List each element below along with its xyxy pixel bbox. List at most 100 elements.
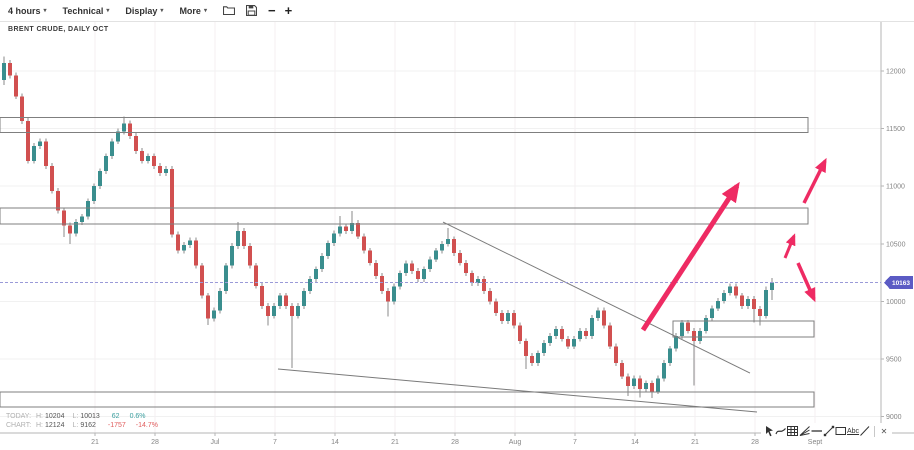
candle-body bbox=[242, 231, 246, 247]
annotation-arrow[interactable] bbox=[802, 157, 827, 204]
horizontal-line-icon[interactable] bbox=[811, 424, 823, 438]
candle-body bbox=[542, 342, 546, 354]
candle-body bbox=[740, 295, 744, 307]
today-high-value: 10204 bbox=[45, 413, 65, 420]
fan-lines-icon[interactable] bbox=[799, 424, 811, 438]
candle-body bbox=[602, 310, 606, 326]
zone-box[interactable] bbox=[0, 207, 809, 225]
candle-body bbox=[368, 250, 372, 263]
price-tick-label: 11500 bbox=[886, 126, 905, 133]
candle-body bbox=[122, 123, 126, 132]
delete-drawing-icon[interactable]: ✕ bbox=[880, 426, 888, 436]
more-menu[interactable]: More ▾ bbox=[179, 6, 207, 16]
candle-body bbox=[590, 318, 594, 336]
candle-body bbox=[20, 96, 24, 122]
price-tick-label: 10000 bbox=[886, 299, 906, 306]
candle-body bbox=[578, 330, 582, 339]
candle-body bbox=[530, 356, 534, 364]
trendline[interactable] bbox=[277, 368, 758, 413]
candle-body bbox=[74, 221, 78, 234]
candle-body bbox=[410, 263, 414, 271]
candle-body bbox=[68, 225, 72, 234]
candle-body bbox=[626, 376, 630, 387]
candle-body bbox=[638, 378, 642, 389]
candle-body bbox=[482, 278, 486, 292]
chart-symbol-title: BRENT CRUDE, DAILY OCT bbox=[8, 26, 109, 33]
last-price-label: 10163 bbox=[892, 280, 910, 287]
candle-body bbox=[14, 75, 18, 97]
zone-box[interactable] bbox=[0, 391, 815, 408]
candle-body bbox=[374, 262, 378, 277]
legend-today-row: TODAY: H: 10204 L: 10013 62 0.6% bbox=[6, 413, 164, 422]
candle-body bbox=[710, 308, 714, 319]
text-tool-icon[interactable]: Abc bbox=[847, 424, 859, 438]
trendlines[interactable] bbox=[277, 221, 758, 413]
save-icon[interactable] bbox=[245, 5, 257, 16]
trendline[interactable] bbox=[442, 221, 751, 374]
grid-tool-icon[interactable] bbox=[787, 424, 799, 438]
candle-body bbox=[656, 378, 660, 392]
curve-tool-icon[interactable] bbox=[775, 424, 787, 438]
zone-box[interactable] bbox=[0, 117, 809, 134]
candle-body bbox=[230, 246, 234, 266]
candle-body bbox=[296, 306, 300, 316]
cursor-icon[interactable] bbox=[763, 424, 775, 438]
candle-body bbox=[164, 168, 168, 173]
candle-body bbox=[464, 262, 468, 274]
candle-body bbox=[680, 322, 684, 336]
candle-body bbox=[500, 312, 504, 321]
candle-body bbox=[104, 156, 108, 172]
candle-body bbox=[266, 306, 270, 316]
candle-body bbox=[56, 190, 60, 211]
candle-body bbox=[194, 240, 198, 266]
price-axis[interactable]: 12000 11500 11000 10500 10000 9500 9000 10163 bbox=[0, 22, 913, 433]
trend-arrows[interactable] bbox=[640, 157, 827, 332]
candle-body bbox=[38, 141, 42, 146]
candle-body bbox=[494, 301, 498, 313]
toolbar-separator bbox=[874, 425, 875, 437]
zoom-out-button[interactable]: − bbox=[267, 2, 276, 18]
candle-body bbox=[614, 346, 618, 364]
candle-body bbox=[212, 310, 216, 319]
zoom-in-button[interactable]: + bbox=[284, 2, 293, 18]
time-tick-label: 21 bbox=[91, 439, 99, 446]
folder-icon[interactable] bbox=[222, 5, 235, 16]
annotation-arrow[interactable] bbox=[640, 181, 740, 332]
drawing-toolbar: Abc ✕ bbox=[761, 423, 892, 439]
trendline-icon[interactable] bbox=[823, 424, 835, 438]
rectangle-tool-icon[interactable] bbox=[835, 424, 847, 438]
candle-body bbox=[674, 335, 678, 349]
technical-menu[interactable]: Technical ▾ bbox=[63, 6, 110, 16]
candle-body bbox=[434, 250, 438, 260]
annotation-arrow[interactable] bbox=[783, 233, 796, 259]
candles bbox=[2, 56, 774, 398]
chart-high-value: 12124 bbox=[45, 421, 65, 429]
chart-low-value: 9162 bbox=[80, 421, 96, 429]
candle-body bbox=[8, 62, 12, 76]
candle-body bbox=[44, 141, 48, 167]
candle-body bbox=[140, 151, 144, 161]
last-price-badge bbox=[884, 276, 913, 290]
candle-body bbox=[284, 295, 288, 307]
zone-box[interactable] bbox=[672, 320, 815, 338]
candle-body bbox=[572, 338, 576, 347]
candle-body bbox=[560, 329, 564, 339]
candle-body bbox=[422, 269, 426, 279]
today-low-value: 10013 bbox=[80, 413, 100, 420]
time-tick-label: Sept bbox=[808, 439, 822, 446]
candle-body bbox=[692, 330, 696, 342]
candle-body bbox=[446, 239, 450, 244]
time-tick-label: Jul bbox=[211, 439, 220, 446]
timeframe-menu[interactable]: 4 hours ▾ bbox=[8, 6, 47, 16]
display-menu[interactable]: Display ▾ bbox=[125, 6, 163, 16]
chart-legend: TODAY: H: 10204 L: 10013 62 0.6% CHART: … bbox=[6, 413, 164, 430]
ray-tool-icon[interactable] bbox=[859, 424, 871, 438]
chevron-down-icon: ▾ bbox=[43, 8, 47, 14]
candle-body bbox=[608, 325, 612, 347]
candle-body bbox=[554, 329, 558, 336]
candle-body bbox=[686, 322, 690, 331]
annotation-arrow[interactable] bbox=[796, 262, 816, 303]
support-resistance-zones[interactable] bbox=[0, 117, 815, 408]
candle-body bbox=[332, 233, 336, 244]
legend-chart-row: CHART: H: 12124 L: 9162 -1757 -14.7% bbox=[6, 422, 164, 431]
